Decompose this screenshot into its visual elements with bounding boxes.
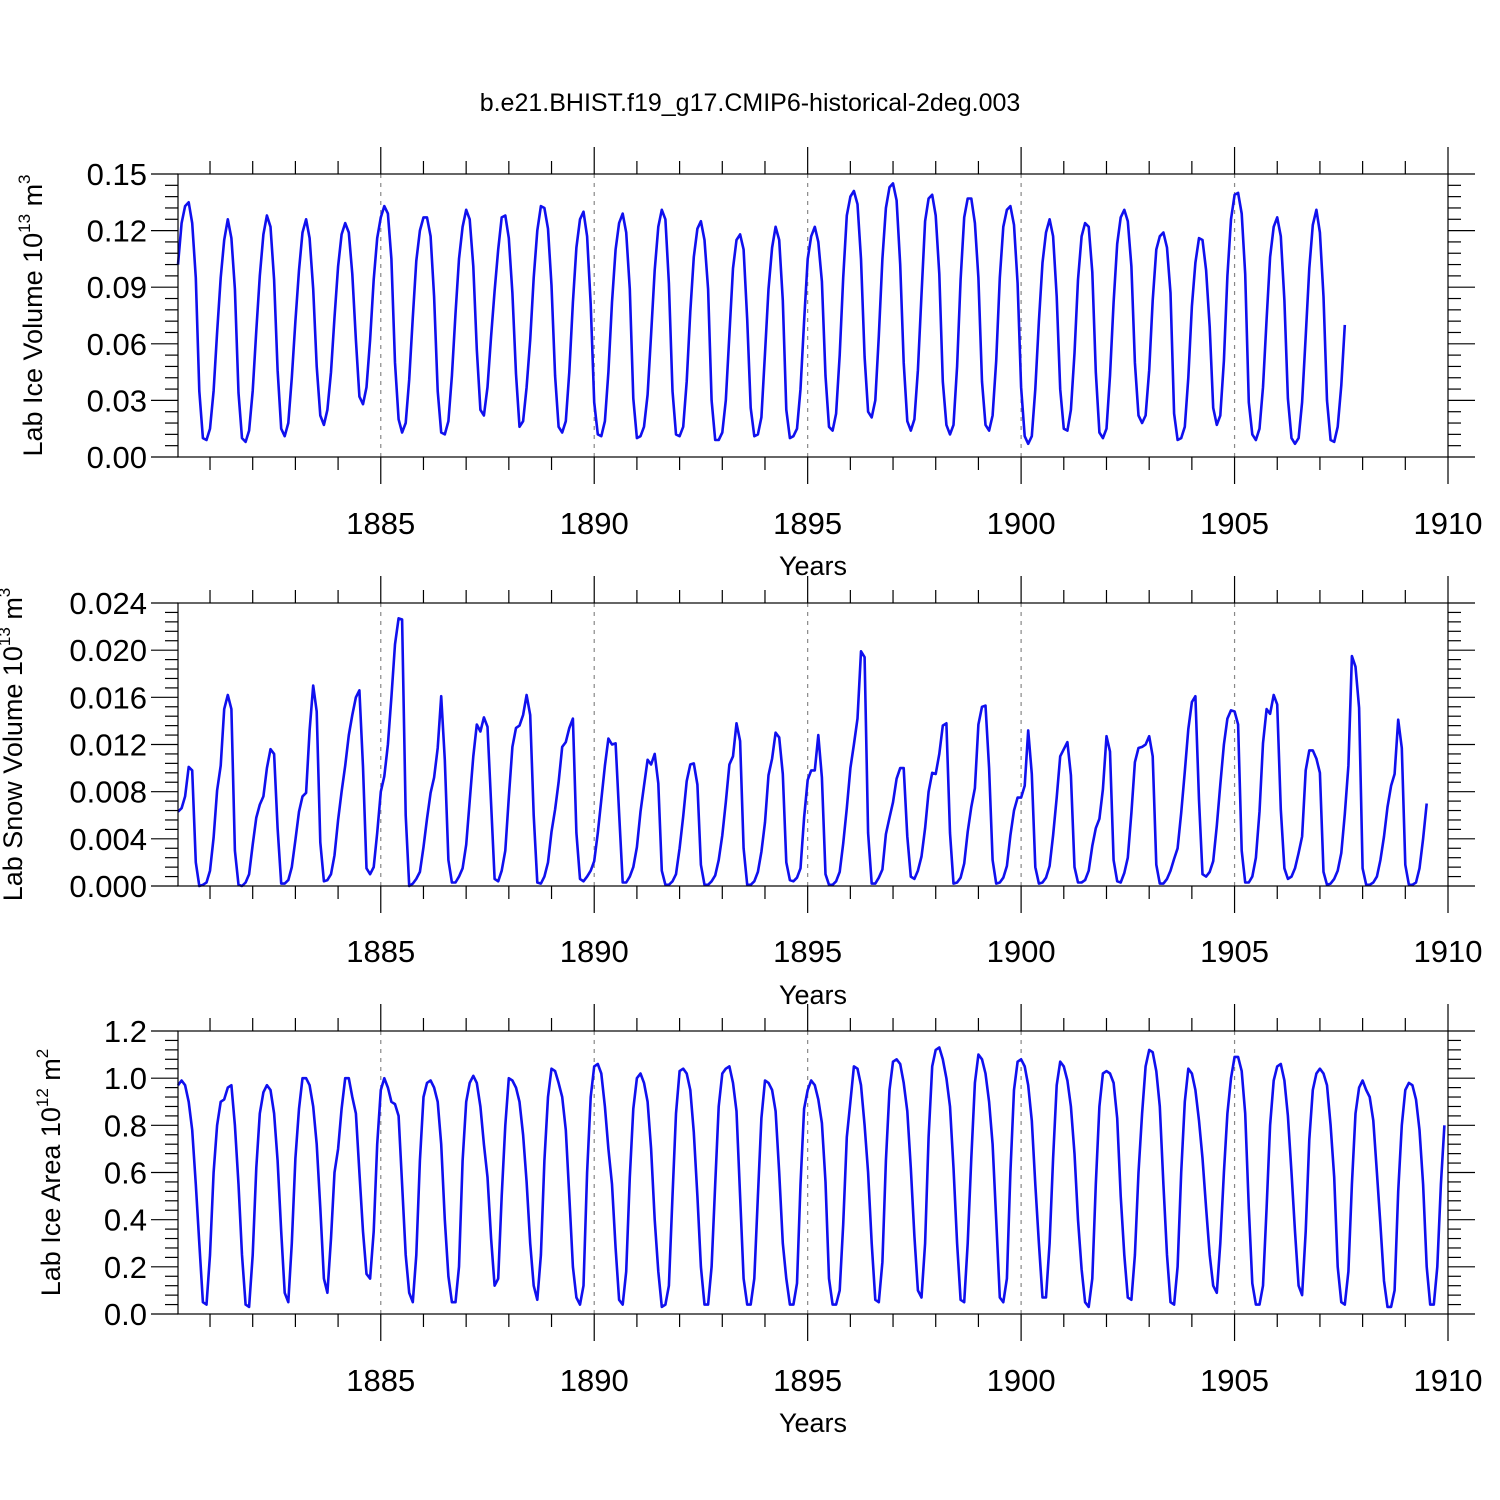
y-tick-label: 0.024	[69, 586, 147, 621]
y-tick-label: 0.020	[69, 633, 147, 668]
x-tick-label: 1890	[560, 1363, 629, 1398]
y-tick-label: 0.00	[87, 440, 147, 475]
y-tick-label: 0.4	[104, 1203, 147, 1238]
x-tick-label: 1890	[560, 506, 629, 541]
panel-lab-snow-volume: 0.000 0.004 0.008 0.012 0.016 0.020 0.024 1885 1…	[0, 576, 1482, 1010]
y-tick-label: 0.008	[69, 775, 147, 810]
y-tick-label: 0.2	[104, 1250, 147, 1285]
x-tick-label: 1910	[1414, 934, 1483, 969]
plot-frame	[177, 173, 1449, 458]
x-tick-label: 1905	[1200, 1363, 1269, 1398]
x-tick-label: 1900	[987, 1363, 1056, 1398]
y-tick-label: 0.8	[104, 1108, 147, 1143]
x-tick-label: 1895	[773, 934, 842, 969]
panel-lab-ice-area: 0.0 0.2 0.4 0.6 0.8 1.0 1.2 1885 1890 1895 1900 190…	[33, 1004, 1482, 1438]
figure-title: b.e21.BHIST.f19_g17.CMIP6-historical-2de…	[480, 89, 1021, 117]
y-axis-label: Lab Ice Area 1012 m2	[33, 1049, 66, 1297]
x-tick-label: 1885	[346, 934, 415, 969]
x-tick-label: 1910	[1414, 506, 1483, 541]
y-tick-label: 0.0	[104, 1297, 147, 1332]
y-tick-label: 0.000	[69, 869, 147, 904]
y-tick-label: 0.012	[69, 728, 147, 763]
x-tick-label: 1890	[560, 934, 629, 969]
y-tick-label: 0.09	[87, 270, 147, 305]
y-tick-label: 1.2	[104, 1014, 147, 1049]
y-tick-label: 0.016	[69, 680, 147, 715]
y-tick-label: 0.15	[87, 157, 147, 192]
y-tick-label: 0.06	[87, 327, 147, 362]
x-axis-label: Years	[779, 1408, 847, 1438]
x-axis-label: Years	[779, 551, 847, 581]
x-tick-label: 1905	[1200, 934, 1269, 969]
x-tick-label: 1885	[346, 1363, 415, 1398]
y-tick-label: 0.03	[87, 383, 147, 418]
panel-lab-ice-volume: 0.00 0.03 0.06 0.09 0.12 0.15 1885 1890 1895 1900…	[15, 147, 1482, 581]
x-axis-label: Years	[779, 980, 847, 1010]
series-line	[176, 1046, 1446, 1309]
x-tick-label: 1905	[1200, 506, 1269, 541]
x-tick-label: 1885	[346, 506, 415, 541]
y-axis-label: Lab Snow Volume 1013 m3	[0, 588, 28, 902]
plot-frame	[177, 1030, 1449, 1315]
x-tick-label: 1900	[987, 934, 1056, 969]
x-tick-label: 1900	[987, 506, 1056, 541]
series-line	[177, 616, 1428, 888]
x-tick-label: 1895	[773, 506, 842, 541]
x-tick-label: 1895	[773, 1363, 842, 1398]
y-tick-label: 1.0	[104, 1061, 147, 1096]
y-tick-label: 0.004	[69, 822, 147, 857]
x-tick-label: 1910	[1414, 1363, 1483, 1398]
series-line	[176, 182, 1347, 446]
y-tick-label: 0.6	[104, 1156, 147, 1191]
y-axis-label: Lab Ice Volume 1013 m3	[15, 174, 48, 456]
y-tick-label: 0.12	[87, 214, 147, 249]
